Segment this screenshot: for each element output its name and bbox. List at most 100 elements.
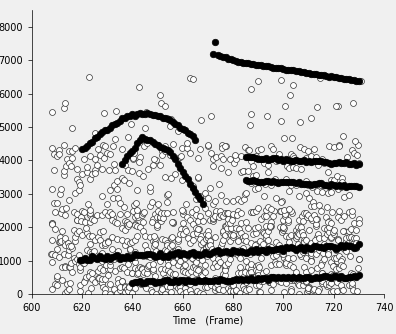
Point — [349, 241, 355, 246]
Point — [212, 277, 219, 283]
Point — [190, 264, 196, 269]
Point — [140, 228, 146, 234]
Point — [107, 281, 113, 287]
Point — [278, 208, 284, 213]
Point — [288, 210, 295, 216]
Point — [248, 267, 254, 272]
Point — [280, 290, 287, 295]
Point — [278, 179, 284, 184]
Point — [195, 266, 202, 272]
Point — [130, 156, 136, 162]
Point — [157, 250, 163, 256]
Point — [192, 271, 199, 276]
Point — [190, 185, 196, 190]
Point — [159, 149, 166, 154]
Point — [285, 255, 291, 260]
Point — [323, 182, 329, 188]
Point — [202, 190, 208, 195]
Point — [326, 283, 333, 288]
Point — [114, 253, 120, 258]
Point — [349, 283, 355, 289]
Point — [147, 184, 153, 189]
Point — [124, 239, 130, 244]
Point — [202, 231, 209, 237]
Point — [109, 214, 116, 219]
Point — [69, 125, 75, 131]
Point — [95, 146, 101, 151]
Point — [109, 212, 115, 217]
Point — [89, 270, 95, 275]
Point — [134, 279, 141, 285]
Point — [285, 179, 291, 184]
Point — [339, 287, 345, 292]
Point — [230, 213, 236, 218]
Point — [175, 237, 181, 242]
Point — [230, 290, 236, 296]
Point — [187, 181, 194, 186]
Point — [250, 274, 256, 279]
Point — [149, 279, 156, 284]
Point — [149, 140, 156, 145]
Point — [172, 250, 178, 256]
Point — [225, 170, 231, 175]
Point — [323, 160, 329, 165]
Point — [141, 270, 148, 275]
Point — [282, 213, 289, 218]
Point — [290, 164, 296, 169]
Point — [308, 217, 315, 223]
Point — [288, 288, 294, 294]
Point — [63, 157, 70, 162]
Point — [168, 282, 174, 287]
Point — [193, 225, 199, 230]
Point — [157, 162, 164, 168]
Point — [192, 252, 198, 258]
Point — [268, 244, 274, 249]
Point — [328, 243, 335, 249]
Point — [91, 255, 98, 260]
Point — [351, 220, 358, 225]
Point — [135, 271, 141, 276]
Point — [253, 264, 260, 269]
Point — [326, 243, 332, 249]
Point — [338, 184, 345, 189]
Point — [179, 145, 186, 150]
Point — [219, 156, 226, 162]
Point — [350, 288, 357, 293]
Point — [177, 289, 184, 294]
Point — [313, 221, 320, 226]
Point — [88, 255, 95, 260]
Point — [128, 256, 135, 261]
Point — [102, 291, 108, 296]
Point — [310, 288, 316, 293]
Point — [250, 231, 257, 237]
Point — [313, 158, 319, 163]
Point — [222, 265, 228, 271]
Point — [200, 291, 206, 297]
Point — [76, 252, 83, 257]
Point — [319, 157, 325, 162]
Point — [151, 243, 158, 248]
Point — [336, 75, 342, 81]
Point — [311, 212, 317, 217]
Point — [223, 55, 229, 60]
Point — [278, 156, 284, 162]
Point — [341, 194, 347, 200]
Point — [250, 209, 256, 214]
Point — [147, 234, 154, 240]
Point — [59, 264, 65, 270]
Point — [68, 261, 74, 266]
Point — [296, 283, 302, 288]
Point — [49, 220, 55, 226]
Point — [270, 179, 276, 184]
Point — [236, 231, 242, 236]
Point — [66, 265, 72, 270]
Point — [234, 197, 241, 202]
Point — [207, 217, 213, 223]
Point — [129, 255, 135, 260]
Point — [204, 210, 211, 215]
Point — [67, 265, 73, 270]
Point — [99, 229, 106, 234]
Point — [295, 245, 302, 250]
Point — [343, 235, 349, 240]
Point — [276, 151, 282, 157]
